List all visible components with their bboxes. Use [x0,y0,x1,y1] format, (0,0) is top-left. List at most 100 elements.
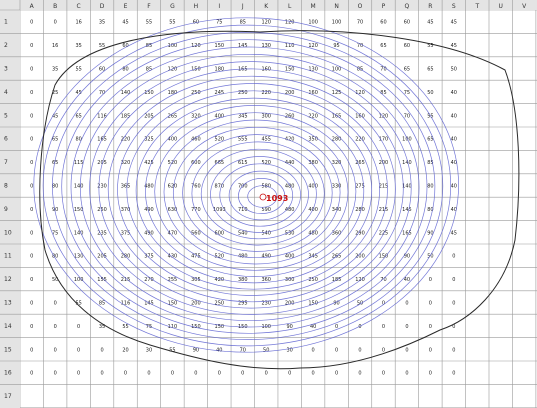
grid-cell[interactable]: 165 [402,230,412,236]
grid-cell[interactable]: 180 [215,67,225,73]
grid-cell[interactable]: 480 [285,184,295,190]
column-header[interactable]: U [499,3,503,10]
grid-cell[interactable]: 520 [168,160,178,166]
grid-cell[interactable]: 665 [215,160,225,166]
grid-cell[interactable]: 110 [168,324,178,330]
grid-cell[interactable]: 1093 [213,207,226,213]
grid-cell[interactable]: 50 [357,301,363,307]
grid-cell[interactable]: 70 [357,20,363,26]
grid-cell[interactable]: 125 [332,90,342,96]
row-header[interactable]: 11 [4,253,12,260]
grid-cell[interactable]: 470 [168,230,178,236]
grid-cell[interactable]: 350 [308,137,318,143]
grid-cell[interactable]: 155 [97,277,107,283]
column-header[interactable]: K [264,3,269,10]
column-header[interactable]: F [147,3,151,10]
grid-cell[interactable]: 0 [194,371,197,377]
column-header[interactable]: O [358,3,363,10]
grid-cell[interactable]: 230 [97,184,107,190]
grid-cell[interactable]: 700 [238,184,248,190]
row-header[interactable]: 16 [4,370,12,377]
grid-cell[interactable]: 90 [404,254,410,260]
grid-cell[interactable]: 455 [261,137,271,143]
grid-cell[interactable]: 70 [404,113,410,119]
grid-cell[interactable]: 116 [97,113,107,119]
column-header[interactable]: P [382,3,386,10]
grid-cell[interactable]: 0 [54,301,57,307]
grid-cell[interactable]: 90 [286,324,292,330]
grid-cell[interactable]: 50 [427,90,433,96]
grid-cell[interactable]: 380 [308,160,318,166]
grid-cell[interactable]: 80 [427,207,433,213]
grid-cell[interactable]: 0 [30,137,33,143]
grid-cell[interactable]: 560 [191,230,201,236]
grid-cell[interactable]: 220 [261,90,271,96]
grid-cell[interactable]: 45 [451,43,457,49]
row-header[interactable]: 5 [4,112,8,119]
grid-cell[interactable]: 65 [427,67,433,73]
grid-cell[interactable]: 100 [332,67,342,73]
grid-cell[interactable]: 0 [30,207,33,213]
grid-cell[interactable]: 110 [285,43,295,49]
row-header[interactable]: 17 [4,393,12,400]
grid-cell[interactable]: 150 [215,324,225,330]
grid-cell[interactable]: 70 [380,277,386,283]
grid-cell[interactable]: 180 [168,90,178,96]
grid-cell[interactable]: 600 [215,230,225,236]
grid-cell[interactable]: 85 [427,160,433,166]
grid-cell[interactable]: 95 [333,43,339,49]
grid-cell[interactable]: 490 [144,207,154,213]
grid-cell[interactable]: 375 [121,230,131,236]
grid-cell[interactable]: 150 [285,67,295,73]
row-header[interactable]: 8 [4,183,8,190]
grid-cell[interactable]: 520 [261,160,271,166]
grid-cell[interactable]: 250 [308,277,318,283]
grid-cell[interactable]: 120 [191,43,201,49]
grid-cell[interactable]: 770 [191,207,201,213]
grid-cell[interactable]: 50 [52,277,58,283]
grid-cell[interactable]: 150 [379,254,389,260]
column-header[interactable]: R [428,3,432,10]
grid-cell[interactable]: 290 [355,230,365,236]
row-header[interactable]: 2 [4,42,8,49]
grid-cell[interactable]: 0 [429,301,432,307]
grid-cell[interactable]: 85 [357,67,363,73]
grid-cell[interactable]: 100 [168,43,178,49]
grid-cell[interactable]: 85 [240,20,246,26]
grid-cell[interactable]: 200 [285,301,295,307]
grid-cell[interactable]: 280 [121,254,131,260]
grid-cell[interactable]: 0 [30,20,33,26]
grid-cell[interactable]: 0 [452,254,455,260]
grid-cell[interactable]: 320 [191,113,201,119]
row-header[interactable]: 13 [4,300,12,307]
grid-cell[interactable]: 120 [355,90,365,96]
grid-cell[interactable]: 345 [308,254,318,260]
grid-cell[interactable]: 65 [427,137,433,143]
column-header[interactable]: S [452,3,456,10]
column-header[interactable]: H [194,3,199,10]
grid-cell[interactable]: 100 [332,20,342,26]
grid-cell[interactable]: 120 [261,20,271,26]
column-header[interactable]: D [100,3,105,10]
grid-cell[interactable]: 0 [54,20,57,26]
grid-cell[interactable]: 90 [193,347,199,353]
grid-cell[interactable]: 140 [74,230,84,236]
grid-cell[interactable]: 0 [171,371,174,377]
grid-cell[interactable]: 200 [285,90,295,96]
column-header[interactable]: Q [405,3,410,10]
row-header[interactable]: 12 [4,276,12,283]
column-header[interactable]: G [170,3,175,10]
grid-cell[interactable]: 0 [124,371,127,377]
grid-cell[interactable]: 0 [452,301,455,307]
grid-cell[interactable]: 280 [355,207,365,213]
grid-cell[interactable]: 320 [121,160,131,166]
grid-cell[interactable]: 0 [452,347,455,353]
grid-cell[interactable]: 615 [238,160,248,166]
grid-cell[interactable]: 150 [74,207,84,213]
grid-cell[interactable]: 215 [379,207,389,213]
grid-cell[interactable]: 45 [122,20,128,26]
grid-cell[interactable]: 40 [451,137,457,143]
grid-cell[interactable]: 16 [52,43,58,49]
grid-cell[interactable]: 430 [168,254,178,260]
grid-cell[interactable]: 100 [308,20,318,26]
